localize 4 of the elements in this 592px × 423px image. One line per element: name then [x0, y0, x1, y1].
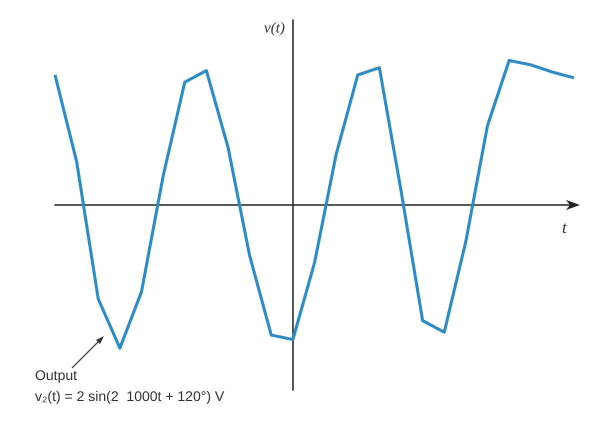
text: Output — [35, 367, 78, 383]
text: v₂(t) = 2 sin(2 1000t + 120°) V — [35, 388, 225, 404]
x-axis-title: t — [562, 218, 568, 237]
y-axis-title: v(t) — [264, 20, 285, 36]
